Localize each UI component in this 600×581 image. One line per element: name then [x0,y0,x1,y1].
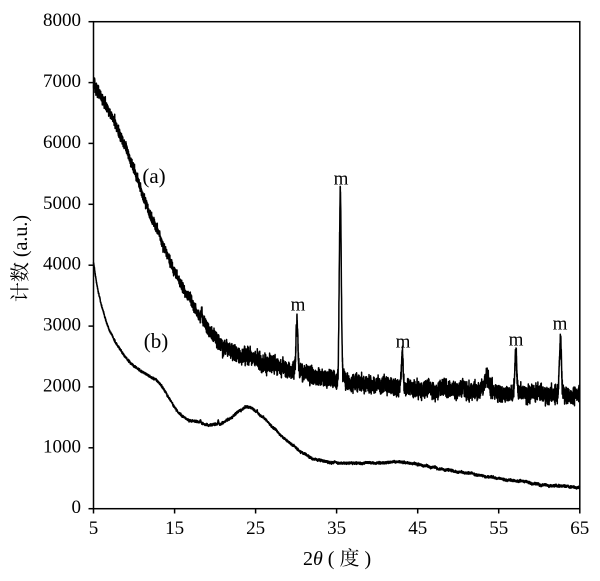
svg-text:(a): (a) [142,164,165,188]
svg-text:(a.u.): (a.u.) [10,215,32,257]
svg-text:3000: 3000 [43,315,81,336]
svg-text:m: m [509,329,524,350]
svg-text:2000: 2000 [43,375,81,396]
svg-text:7000: 7000 [43,71,81,92]
svg-text:m: m [553,313,568,334]
svg-text:8000: 8000 [43,10,81,31]
svg-text:4000: 4000 [43,254,81,275]
svg-text:6000: 6000 [43,132,81,153]
svg-text:5: 5 [89,518,99,539]
svg-text:m: m [396,331,411,352]
svg-text:(b): (b) [144,329,169,353]
svg-text:5000: 5000 [43,193,81,214]
svg-text:15: 15 [165,518,184,539]
svg-text:m: m [291,294,306,315]
svg-text:65: 65 [570,518,589,539]
svg-text:(: ( [328,548,335,570]
svg-text:45: 45 [408,518,427,539]
svg-text:35: 35 [327,518,346,539]
svg-text:25: 25 [246,518,265,539]
svg-text:55: 55 [489,518,508,539]
svg-text:): ) [365,548,372,570]
svg-text:m: m [334,168,349,189]
svg-text:2θ: 2θ [303,548,323,570]
svg-text:0: 0 [72,497,82,518]
svg-text:1000: 1000 [43,436,81,457]
